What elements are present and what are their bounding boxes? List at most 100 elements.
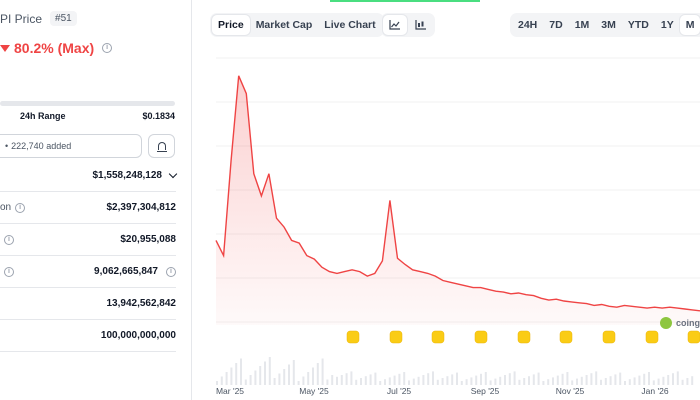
event-marker-icon[interactable]: [517, 330, 531, 344]
event-marker-icon[interactable]: [559, 330, 573, 344]
volume-bar: [364, 376, 367, 385]
range-24h[interactable]: 24H: [518, 19, 538, 31]
volume-bar: [686, 378, 689, 385]
range-ytd[interactable]: YTD: [627, 19, 649, 31]
range-1y[interactable]: 1Y: [660, 19, 674, 31]
volume-bar: [475, 375, 478, 385]
volume-bar: [331, 375, 334, 385]
volume-bar: [657, 378, 660, 385]
chart-type-tabs: [381, 13, 435, 37]
stat-row: i $20,955,088: [0, 224, 176, 256]
volume-bar: [532, 374, 535, 385]
stat-row: on i $2,397,304,812: [0, 192, 176, 224]
down-triangle-icon: [0, 44, 10, 52]
volume-bar: [609, 376, 612, 385]
info-icon[interactable]: i: [15, 202, 26, 213]
x-tick-label: Mar '25: [216, 386, 244, 396]
candlestick-icon: [415, 20, 426, 30]
volume-bar: [614, 374, 617, 385]
chart-tabs: Price Market Cap Live Chart: [210, 13, 384, 37]
volume-bar: [220, 376, 223, 385]
chevron-down-icon[interactable]: [168, 169, 178, 179]
volume-bar: [508, 373, 511, 385]
volume-bar: [369, 374, 372, 385]
volume-bar: [254, 370, 257, 385]
event-marker-icon[interactable]: [346, 330, 360, 344]
volume-bar: [552, 377, 554, 385]
volume-bar: [585, 375, 588, 385]
volume-bar: [604, 378, 607, 385]
info-icon[interactable]: i: [4, 234, 14, 245]
tab-price[interactable]: Price: [212, 15, 250, 35]
volume-bar: [283, 369, 286, 385]
candlestick-button[interactable]: [409, 15, 433, 35]
stat-row: 13,942,562,842: [0, 288, 176, 320]
volume-bar: [321, 358, 324, 385]
volume-bar: [427, 373, 430, 385]
volume-bar: [441, 378, 444, 385]
alert-button[interactable]: [148, 134, 175, 158]
event-marker-icon[interactable]: [431, 330, 445, 344]
range-7d[interactable]: 7D: [549, 19, 563, 31]
bell-icon: [156, 142, 167, 152]
volume-bar: [422, 375, 425, 385]
price-chart[interactable]: coing Mar '25 May '25 Jul '25 Sep '25 Nov '25…: [200, 40, 700, 400]
range-1m[interactable]: 1M: [574, 19, 590, 31]
volume-bar: [316, 363, 319, 385]
stat-label-text: on: [0, 202, 12, 213]
volume-bar: [480, 373, 482, 385]
stat-value-text: 9,062,665,847: [94, 266, 158, 277]
stat-value-text: $1,558,248,128: [92, 170, 162, 181]
volume-bar: [643, 373, 646, 385]
event-marker-icon[interactable]: [645, 330, 659, 344]
stat-label: i: [0, 266, 14, 277]
stat-value-text: 100,000,000,000: [100, 330, 176, 341]
watchlist-button[interactable]: • 222,740 added: [0, 134, 142, 158]
line-chart-icon: [389, 20, 400, 30]
volume-bar: [528, 376, 530, 385]
volume-bar: [312, 367, 314, 385]
info-icon[interactable]: i: [102, 43, 113, 53]
volume-bar: [374, 372, 377, 385]
stat-value: $20,955,088: [120, 234, 176, 245]
volume-bar: [278, 373, 281, 385]
coin-stats-panel: PI Price #51 80.2% (Max) i 24h Range $0.…: [0, 0, 192, 400]
event-marker-icon[interactable]: [687, 330, 700, 344]
volume-bar: [556, 375, 559, 385]
volume-bar: [451, 374, 454, 385]
volume-bar: [388, 377, 391, 385]
range-max[interactable]: M: [679, 15, 700, 35]
volume-bar: [691, 376, 694, 385]
line-chart-button[interactable]: [383, 15, 407, 35]
range-row: 24h Range $0.1834: [0, 111, 175, 121]
volume-bar: [259, 366, 262, 385]
volume-bar: [436, 379, 439, 385]
volume-bar: [638, 375, 641, 385]
x-tick-label: Sep '25: [471, 386, 500, 396]
volume-bar: [489, 380, 492, 385]
info-icon[interactable]: i: [4, 266, 14, 277]
tab-live-chart[interactable]: Live Chart: [324, 19, 376, 31]
event-marker-icon[interactable]: [389, 330, 403, 344]
volume-bar: [662, 376, 665, 385]
volume-bar: [547, 379, 550, 385]
info-icon[interactable]: i: [166, 266, 176, 277]
watermark-text: coing: [676, 318, 700, 328]
volume-bar: [398, 373, 401, 385]
watchlist-count: 222,740 added: [11, 141, 72, 151]
volume-bar: [297, 381, 300, 385]
event-marker-icon[interactable]: [474, 330, 488, 344]
event-marker-icon[interactable]: [602, 330, 616, 344]
range-high: $0.1834: [142, 111, 175, 121]
stat-value: $1,558,248,128: [92, 169, 178, 181]
volume-bar: [240, 358, 242, 385]
volume-bar: [561, 373, 564, 385]
x-tick-label: May '25: [299, 386, 329, 396]
volume-bar: [393, 375, 396, 385]
range-3m[interactable]: 3M: [601, 19, 616, 31]
stat-row: i 9,062,665,847 i: [0, 256, 176, 288]
tab-market-cap[interactable]: Market Cap: [255, 19, 313, 31]
stat-value-text: $20,955,088: [120, 234, 176, 245]
volume-bar: [403, 372, 406, 385]
volume-bar: [355, 379, 358, 385]
